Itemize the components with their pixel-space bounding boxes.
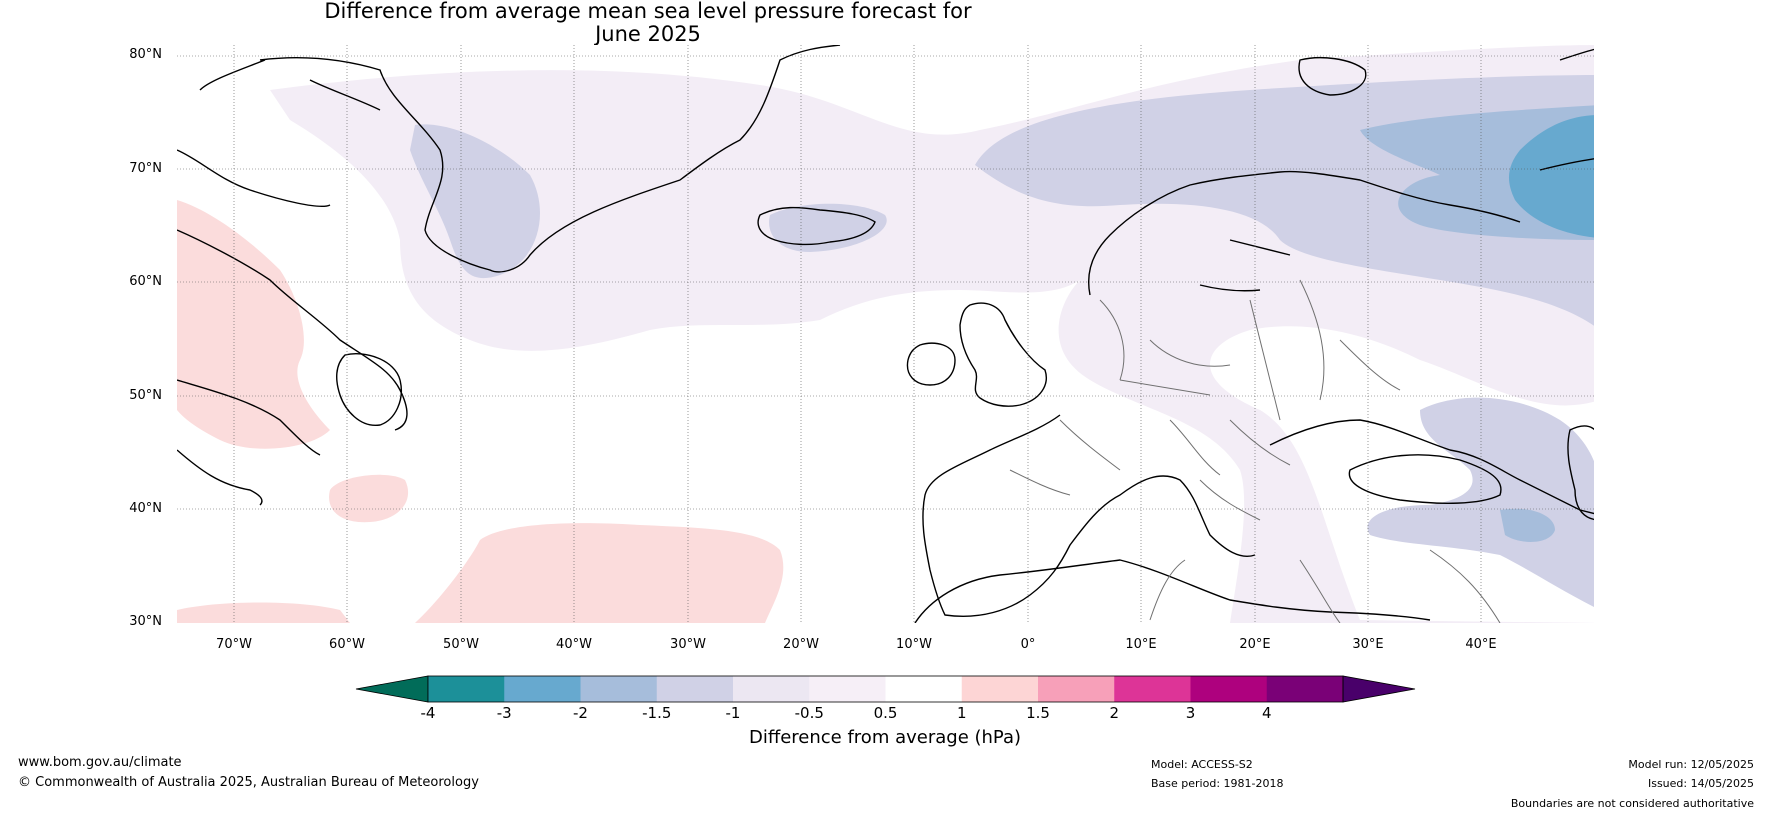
- colorbar-label: Difference from average (hPa): [748, 727, 1022, 748]
- anomaly-region-neg-medium-southeast: [1367, 397, 1594, 607]
- colorbar-outline: [427, 675, 1344, 703]
- lon-label-40e: 40°E: [1465, 637, 1497, 652]
- colorbar-segment: [809, 676, 886, 702]
- lon-label-70w: 70°W: [216, 637, 252, 652]
- coastline-canada-east: [177, 149, 408, 506]
- coastline-europe-mainland: [922, 414, 1594, 617]
- footer-website: www.bom.gov.au/climate: [18, 755, 182, 770]
- colorbar-under-triangle: [355, 675, 429, 703]
- lat-label-60n: 60°N: [129, 274, 162, 289]
- coastline-caspian: [1567, 425, 1594, 521]
- lon-label-20e: 20°E: [1239, 637, 1271, 652]
- colorbar: [355, 675, 1416, 703]
- colorbar-tick-label: -1: [725, 704, 741, 722]
- colorbar-segment: [504, 676, 581, 702]
- lat-label-50n: 50°N: [129, 388, 162, 403]
- anomaly-region-neg-darker-southeast: [1500, 508, 1555, 542]
- lat-label-80n: 80°N: [129, 47, 162, 62]
- footer-copyright: © Commonwealth of Australia 2025, Austra…: [18, 775, 479, 790]
- chart-title-line2: June 2025: [595, 22, 701, 46]
- colorbar-over-triangle: [1342, 675, 1416, 703]
- colorbar-tick-label: -3: [496, 704, 512, 722]
- lon-label-10e: 10°E: [1125, 637, 1157, 652]
- footer-model-run: Model run: 12/05/2025: [1628, 758, 1754, 771]
- anomaly-region-pos-atlantic-small: [329, 474, 409, 523]
- colorbar-tick-label: 2: [1109, 704, 1120, 722]
- chart-title-line1: Difference from average mean sea level p…: [324, 0, 972, 23]
- colorbar-segment: [961, 676, 1039, 702]
- lon-label-30e: 30°E: [1352, 637, 1384, 652]
- footer-base-period: Base period: 1981-2018: [1151, 777, 1284, 790]
- lat-label-30n: 30°N: [129, 614, 162, 629]
- footer-model: Model: ACCESS-S2: [1151, 758, 1253, 771]
- colorbar-segment: [733, 676, 810, 702]
- lon-label-20w: 20°W: [783, 637, 819, 652]
- colorbar-tick-label: 3: [1185, 704, 1196, 722]
- colorbar-segment: [1266, 676, 1344, 702]
- lon-label-10w: 10°W: [896, 637, 932, 652]
- gridlines: [177, 45, 1594, 623]
- coastline-iceland: [757, 206, 876, 246]
- coastline-greenland: [199, 45, 841, 273]
- border-lines: [1009, 279, 1501, 623]
- anomaly-region-pos-southwest: [177, 602, 350, 623]
- colorbar-segment: [1114, 676, 1191, 702]
- coastline-great-britain: [959, 302, 1047, 407]
- colorbar-tick-label: 4: [1261, 704, 1272, 722]
- colorbar-segment: [1038, 676, 1115, 702]
- lat-label-40n: 40°N: [129, 501, 162, 516]
- lon-label-60w: 60°W: [329, 637, 365, 652]
- lon-label-50w: 50°W: [443, 637, 479, 652]
- anomaly-region-pos-canada: [177, 200, 330, 449]
- country-borders: [1009, 279, 1501, 623]
- lat-label-70n: 70°N: [129, 161, 162, 176]
- colorbar-tick-label: 1.5: [1026, 704, 1050, 722]
- colorbar-tick-label: -0.5: [794, 704, 824, 722]
- anomaly-region-pos-atlantic-south: [415, 523, 784, 623]
- colorbar-segment: [428, 676, 505, 702]
- coastline-svalbard: [1298, 57, 1367, 96]
- footer-disclaimer: Boundaries are not considered authoritat…: [1510, 797, 1754, 810]
- colorbar-tick-label: -4: [420, 704, 436, 722]
- colorbar-tick-label: -1.5: [642, 704, 672, 722]
- coastline-north-africa: [914, 559, 1431, 623]
- map-area: [177, 45, 1594, 623]
- coastlines: [177, 45, 1594, 623]
- coastline-black-sea: [1348, 454, 1502, 504]
- anomaly-shading: [177, 45, 1594, 623]
- colorbar-tick-label: 1: [956, 704, 967, 722]
- colorbar-segment: [885, 676, 963, 702]
- footer-issued: Issued: 14/05/2025: [1647, 777, 1754, 790]
- colorbar-tick-label: -2: [573, 704, 588, 722]
- coastline-newfoundland: [336, 353, 402, 426]
- lon-label-30w: 30°W: [670, 637, 706, 652]
- colorbar-segment: [1190, 676, 1268, 702]
- lon-label-40w: 40°W: [556, 637, 592, 652]
- coastline-scandinavia: [1088, 170, 1521, 296]
- colorbar-segment: [580, 676, 658, 702]
- colorbar-segment: [656, 676, 734, 702]
- lon-label-0: 0°: [1020, 637, 1036, 652]
- colorbar-tick-label: 0.5: [873, 704, 898, 722]
- anomaly-region-neg-dark-russia: [1509, 115, 1594, 238]
- coastline-ireland: [906, 342, 956, 386]
